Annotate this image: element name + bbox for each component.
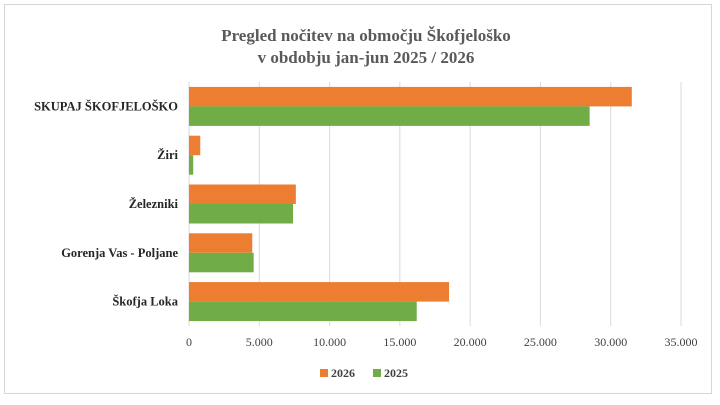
legend-swatch-2026 [320, 369, 328, 377]
chart-frame [4, 4, 712, 394]
bar-2025-0 [189, 106, 590, 126]
bar-2025-2 [189, 204, 294, 224]
category-label-3: Gorenja Vas - Poljane [61, 246, 178, 260]
tick-label-7: 35.000 [665, 335, 698, 349]
tick-label-3: 15.000 [383, 335, 416, 349]
bar-2025-3 [189, 252, 254, 273]
bar-2026-4 [189, 282, 450, 302]
tick-label-4: 20.000 [454, 335, 487, 349]
chart-title-line-2: v obdobju jan-jun 2025 / 2026 [258, 48, 475, 67]
tick-labels: 0 5.000 10.000 15.000 20.000 25.000 30.000 35.0… [186, 335, 698, 349]
legend: 2026 2025 [320, 366, 408, 380]
legend-label-2025: 2025 [384, 366, 408, 380]
legend-swatch-2025 [373, 369, 381, 377]
bar-2025-1 [189, 155, 194, 175]
bar-2026-0 [189, 86, 632, 107]
bar-2026-2 [189, 184, 296, 204]
category-label-4: Škofja Loka [112, 295, 178, 309]
bar-2025-4 [189, 301, 417, 322]
category-labels: SKUPAJ ŠKOFJELOŠKO Žiri Železniki Gorenja V… [34, 99, 179, 308]
tick-label-2: 10.000 [313, 335, 346, 349]
category-label-2: Železniki [129, 197, 179, 211]
category-label-0: SKUPAJ ŠKOFJELOŠKO [34, 99, 178, 113]
chart-title-line-1: Pregled nočitev na območju Škofjeloško [221, 26, 511, 45]
category-label-1: Žiri [157, 148, 178, 162]
tick-label-6: 30.000 [594, 335, 627, 349]
bars [189, 86, 632, 322]
legend-label-2026: 2026 [331, 366, 355, 380]
tick-label-5: 25.000 [524, 335, 557, 349]
bar-2026-1 [189, 135, 201, 156]
tick-label-0: 0 [186, 335, 192, 349]
tick-label-1: 5.000 [246, 335, 273, 349]
bar-2026-3 [189, 233, 253, 253]
